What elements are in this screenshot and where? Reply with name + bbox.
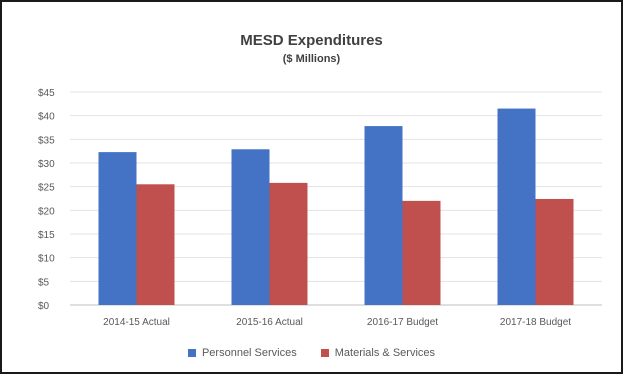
legend-item-personnel-services: Personnel Services	[187, 347, 297, 359]
y-tick-label: $20	[38, 206, 55, 217]
legend-label-personnel-services: Personnel Services	[201, 347, 297, 359]
x-tick-label: 2015-16 Actual	[236, 317, 303, 328]
bar-materials-services-2	[402, 200, 441, 305]
bar-personnel-services-0	[98, 152, 137, 305]
chart-subtitle: ($ Millions)	[282, 53, 341, 65]
y-tick-label: $10	[38, 254, 55, 265]
bar-materials-services-0	[136, 184, 175, 305]
legend-swatch-materials-services	[320, 349, 329, 357]
bar-personnel-services-1	[231, 149, 270, 305]
y-tick-label: $0	[38, 301, 50, 312]
legend-label-materials-services: Materials & Services	[334, 347, 436, 359]
y-tick-label: $45	[38, 88, 55, 99]
y-tick-label: $5	[38, 277, 50, 288]
y-tick-label: $35	[38, 135, 55, 146]
x-tick-label: 2016-17 Budget	[367, 317, 438, 328]
legend-swatch-personnel-services	[187, 349, 196, 357]
bar-materials-services-3	[535, 198, 574, 305]
bar-personnel-services-3	[497, 108, 536, 305]
x-tick-label: 2014-15 Actual	[103, 317, 170, 328]
bar-personnel-services-2	[364, 126, 403, 305]
legend-item-materials-services: Materials & Services	[320, 347, 436, 359]
y-tick-label: $25	[38, 183, 55, 194]
y-tick-label: $40	[38, 112, 55, 123]
y-tick-label: $15	[38, 230, 55, 241]
bar-chart: $0 $5 $10 $15 $20 $25 $30 $35 $40 $45 2014-15 Actu…	[38, 88, 602, 328]
x-tick-label: 2017-18 Budget	[500, 317, 571, 328]
chart-legend: Personnel Services Materials & Services	[2, 347, 621, 359]
y-tick-label: $30	[38, 159, 55, 170]
chart-title: MESD Expenditures	[240, 32, 383, 49]
bar-materials-services-1	[269, 182, 308, 305]
